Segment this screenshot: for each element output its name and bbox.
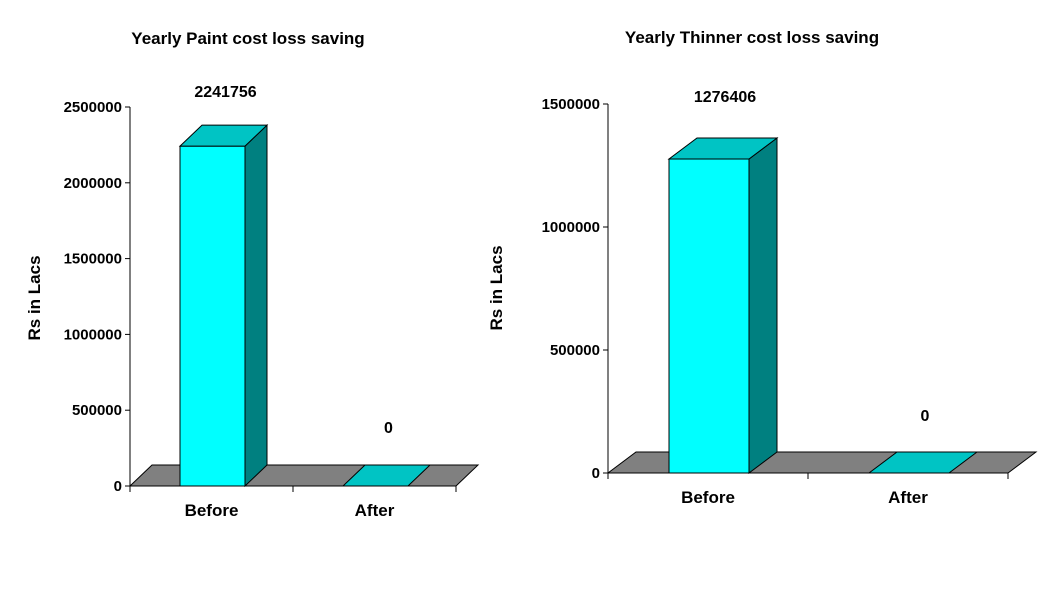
chart-thinner-y-tick-label: 0: [592, 465, 600, 482]
chart-thinner-data-labels: 1276406 0: [694, 89, 930, 425]
chart-paint-y-ticks: 0 500000 1000000 1500000 2000000 2500000: [64, 99, 130, 495]
chart-paint-bar-after: [341, 464, 432, 487]
chart-paint-data-label: 2241756: [194, 84, 256, 101]
chart-thinner-x-tick-label: After: [888, 488, 928, 507]
chart-paint-y-tick-label: 1500000: [64, 251, 122, 268]
chart-paint-data-label: 0: [384, 420, 393, 437]
chart-paint-bar-top: [178, 124, 269, 147]
chart-thinner-bar-after: [867, 451, 979, 474]
chart-thinner-data-label: 1276406: [694, 89, 756, 106]
chart-thinner-title: Yearly Thinner cost loss saving: [625, 28, 879, 47]
chart-paint-bar-side: [244, 123, 268, 488]
chart-paint-y-tick-label: 1000000: [64, 326, 122, 343]
chart-thinner-data-label: 0: [921, 408, 930, 425]
chart-thinner-x-tick-label: Before: [681, 488, 735, 507]
chart-paint-bar-top: [341, 464, 432, 487]
chart-paint-y-tick-label: 2500000: [64, 99, 122, 116]
chart-thinner-y-tick-label: 500000: [550, 342, 600, 359]
chart-paint-y-tick-label: 0: [114, 478, 122, 495]
chart-thinner-y-ticks: 0 500000 1000000 1500000: [542, 96, 608, 482]
chart-paint-x-tick-label: Before: [185, 501, 239, 520]
chart-paint-title: Yearly Paint cost loss saving: [131, 29, 364, 48]
chart-thinner: Yearly Thinner cost loss saving Rs in La…: [487, 28, 1038, 507]
chart-paint-y-tick-label: 2000000: [64, 175, 122, 192]
chart-paint-data-labels: 2241756 0: [194, 84, 393, 437]
chart-thinner-axes: [607, 104, 1009, 479]
chart-thinner-y-tick-label: 1500000: [542, 96, 600, 113]
chart-paint-x-ticks: Before After: [185, 501, 395, 520]
chart-paint-y-tick-label: 500000: [72, 402, 122, 419]
chart-paint: Yearly Paint cost loss saving Rs in Lacs…: [25, 29, 480, 520]
chart-thinner-bar-top: [867, 451, 979, 474]
chart-paint-bars: [178, 123, 432, 488]
chart-paint-axes: [129, 107, 457, 492]
chart-paint-x-tick-label: After: [355, 501, 395, 520]
chart-thinner-y-tick-label: 1000000: [542, 219, 600, 236]
chart-thinner-bar-before: [667, 137, 779, 474]
chart-thinner-bar-front: [668, 158, 750, 474]
chart-paint-y-axis-label: Rs in Lacs: [25, 255, 44, 340]
chart-paint-bar-before: [178, 123, 269, 488]
chart-thinner-bars: [667, 137, 979, 474]
chart-thinner-bar-top: [667, 137, 779, 160]
chart-thinner-y-axis-label: Rs in Lacs: [487, 245, 506, 330]
chart-thinner-x-ticks: Before After: [681, 488, 928, 507]
chart-thinner-bar-side: [748, 137, 778, 474]
chart-paint-bar-front: [179, 145, 246, 487]
